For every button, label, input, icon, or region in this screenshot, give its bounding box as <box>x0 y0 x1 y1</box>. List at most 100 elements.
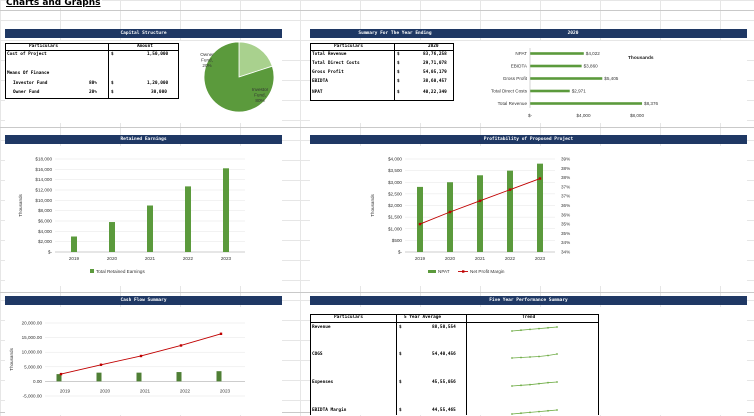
sparkline-point <box>520 412 522 415</box>
cell-label: Gross Profit <box>312 70 344 75</box>
line-marker <box>99 363 103 366</box>
bar <box>147 205 153 252</box>
cell-currency: $ <box>397 90 400 95</box>
category-label: Gross Profit <box>503 76 528 81</box>
header-text: Summary For The Year Ending <box>358 31 432 36</box>
category-label: EBIDTA <box>511 64 528 69</box>
y2-tick-label: 36% <box>561 212 570 217</box>
y2-tick-label: 39% <box>561 157 570 162</box>
bar <box>223 168 229 252</box>
summary-year-panel: Particulars 2020 Total Revenue $ 83,76,2… <box>310 41 747 123</box>
line-marker <box>59 372 63 376</box>
sparkline-point <box>529 383 531 386</box>
y-tick-label: $14,000 <box>35 177 52 182</box>
x-tick-label: 2019 <box>415 256 426 261</box>
y-axis-label: Thousands <box>370 193 375 216</box>
sparkline <box>511 409 558 415</box>
cell-currency: $ <box>399 352 402 357</box>
cell-value: 88,50,554 <box>432 325 456 330</box>
sparkline-point <box>547 326 549 329</box>
sparkline-point <box>538 327 540 330</box>
y-tick-label: $8,000 <box>38 208 52 213</box>
cell-value: 38,60,457 <box>423 79 447 84</box>
sparkline-point <box>511 385 513 387</box>
bar <box>185 186 191 252</box>
cell-label: Owner Fund <box>13 90 40 95</box>
line-marker <box>448 210 452 214</box>
sparkline-point <box>511 413 513 415</box>
cell-amount: 30,000 <box>151 90 167 95</box>
cash-flow-panel: -5,000.00 0.00 5,000.00 10,000.00 15,000.00 2… <box>5 307 282 415</box>
data-label: $2,971 <box>572 89 586 94</box>
bar <box>507 170 513 252</box>
cell-label: NPAT <box>312 90 323 95</box>
cell-amount: 1,50,000 <box>147 52 169 57</box>
y-tick-label: $3,500 <box>388 168 402 173</box>
x-tick-label: 2022 <box>180 388 191 393</box>
cell-label: Revenue <box>312 325 331 330</box>
cell-currency: $ <box>399 380 402 385</box>
pie-slice <box>203 41 275 113</box>
y-tick-label: 10,000.00 <box>22 350 43 355</box>
y-tick-label: $18,000 <box>35 157 52 162</box>
x-tick-label: 2020 <box>107 256 118 261</box>
gridline <box>0 10 754 11</box>
y2-tick-label: 35% <box>561 231 570 236</box>
cell-value: 83,76,258 <box>423 52 447 57</box>
five-year-header: Five Year Performance Summary <box>310 296 747 305</box>
x-tick-label: 2021 <box>145 256 156 261</box>
cell-pct: 20% <box>89 90 97 95</box>
y-tick-label: $2,000 <box>388 203 402 208</box>
summary-horizontal-bar-chart: Thousands NPAT $4,022 EBIDTA $3,860 Gross Pro… <box>491 48 659 118</box>
x-tick-label: 2023 <box>535 256 546 261</box>
x-tick-label: 2021 <box>475 256 486 261</box>
col-five-year-average: 5 Year Average <box>404 315 442 320</box>
y2-tick-label: 36% <box>561 203 570 208</box>
bar <box>136 372 142 382</box>
category-label: Total Direct Costs <box>491 89 528 94</box>
cell-label: Expenses <box>312 380 334 385</box>
sparkline-point <box>529 411 531 414</box>
y-tick-label: $4,000 <box>38 229 52 234</box>
sparkline-point <box>529 356 531 358</box>
y2-tick-label: 37% <box>561 194 570 199</box>
y2-tick-label: 37% <box>561 184 570 189</box>
header-text: Retained Earnings <box>120 137 167 142</box>
y2-tick-label: 34% <box>561 250 570 255</box>
y-tick-label: $2,000 <box>38 239 52 244</box>
cell-currency: $ <box>397 79 400 84</box>
sparkline-point <box>556 353 558 355</box>
y-tick-label: $- <box>398 250 403 255</box>
y-tick-label: $4,000 <box>388 157 402 162</box>
sparkline <box>511 353 558 359</box>
cell-label: Cost of Project <box>7 52 47 57</box>
data-label: $4,022 <box>586 51 600 56</box>
line-marker <box>219 332 223 336</box>
sparkline-point <box>538 355 540 358</box>
x-tick-label: 2021 <box>140 388 151 393</box>
y-tick-label: -5,000.00 <box>23 394 43 399</box>
header-text: Capital Structure <box>120 31 167 36</box>
sparkline-point <box>538 382 540 385</box>
page-title: Charts and Graphs <box>6 0 103 8</box>
cell-label: EBIDTA Margin <box>312 408 347 413</box>
legend-label: NPAT <box>438 269 450 274</box>
line-marker <box>538 177 542 180</box>
y-tick-label: $16,000 <box>35 167 52 172</box>
cell-value: 29,71,078 <box>423 61 447 66</box>
x-tick-label: 2022 <box>505 256 516 261</box>
category-label: NPAT <box>515 51 527 56</box>
legend-label: Net Profit Margin <box>470 269 505 274</box>
y-tick-label: 5,000.00 <box>24 364 42 369</box>
cell-value: 40,22,349 <box>423 90 447 95</box>
sparkline-point <box>547 381 549 384</box>
cell-currency: $ <box>111 81 114 86</box>
y2-tick-label: 38% <box>561 175 570 180</box>
x-tick-label: 2023 <box>220 388 231 393</box>
profitability-panel: $- $500 $1,000 $1,500 $2,000 $2,500 $3,000 $3,5… <box>310 146 747 286</box>
y-tick-label: $1,500 <box>388 215 402 220</box>
x-tick-label: 2020 <box>100 388 111 393</box>
y-axis-label: Thousands <box>18 193 23 216</box>
tick-label: $- <box>528 113 533 118</box>
x-tick-label: 2023 <box>221 256 232 261</box>
